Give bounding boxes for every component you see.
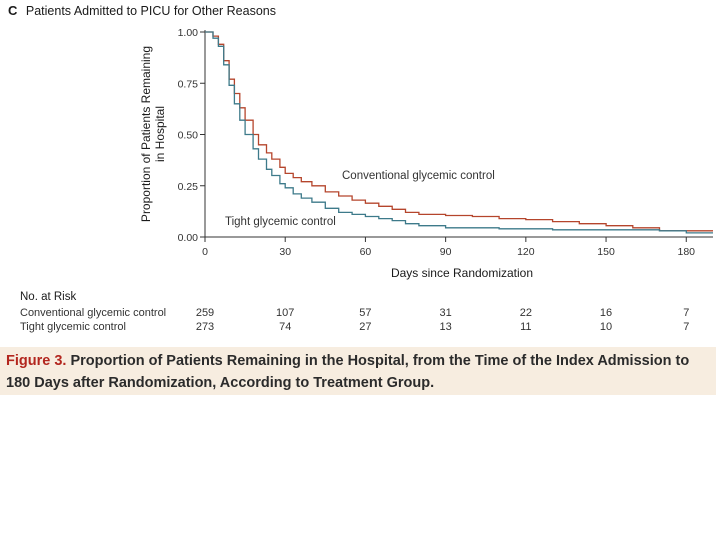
panel-title-text: Patients Admitted to PICU for Other Reas… (25, 4, 276, 18)
x-tick-label: 60 (360, 246, 372, 258)
y-tick-label: 0.00 (178, 232, 199, 244)
risk-count: 16 (599, 307, 613, 319)
risk-count: 11 (520, 321, 532, 333)
x-tick-label: 150 (597, 246, 615, 258)
x-tick-label: 180 (677, 246, 695, 258)
y-tick-label: 0.75 (178, 78, 199, 90)
risk-count: 259 (195, 307, 215, 319)
risk-count: 74 (279, 321, 292, 333)
x-tick-label: 90 (440, 246, 452, 258)
risk-count: 10 (599, 321, 613, 333)
figure-caption: Figure 3. Proportion of Patients Remaini… (0, 347, 716, 395)
x-axis-label: Days since Randomization (391, 266, 533, 280)
risk-count: 273 (195, 321, 215, 333)
series-line-tight (205, 31, 713, 234)
risk-count: 7 (683, 307, 690, 319)
figure-caption-text: Proportion of Patients Remaining in the … (6, 353, 690, 391)
y-tick-label: 0.25 (178, 181, 199, 193)
x-tick-label: 120 (517, 246, 535, 258)
risk-count: 13 (439, 321, 452, 333)
survival-chart: 0.00 0.25 0.50 0.75 1.00 0 30 60 90 120 150 180 Days… (139, 27, 713, 280)
conventional-label: Conventional glycemic control (342, 170, 495, 182)
y-tick-label: 1.00 (178, 27, 199, 39)
y-axis-label: Proportion of Patients Remaining (139, 46, 153, 222)
risk-count: 27 (359, 321, 372, 333)
risk-count: 107 (276, 307, 295, 319)
risk-count: 31 (439, 307, 452, 319)
x-tick-label: 30 (279, 246, 291, 258)
panel-letter: C (8, 3, 18, 18)
y-axis-label: in Hospital (153, 106, 167, 162)
figure-label: Figure 3. (6, 353, 67, 369)
risk-count: 22 (519, 307, 532, 319)
tight-label: Tight glycemic control (225, 216, 336, 228)
risk-row-label: Tight glycemic control (20, 321, 126, 333)
risk-count: 57 (359, 307, 372, 319)
y-tick-label: 0.50 (178, 130, 199, 142)
risk-row-label: Conventional glycemic control (20, 307, 167, 319)
series-line-conventional (205, 31, 713, 232)
panel-title: C Patients Admitted to PICU for Other Re… (8, 3, 276, 18)
x-tick-label: 0 (202, 246, 208, 258)
risk-count: 7 (683, 321, 690, 333)
